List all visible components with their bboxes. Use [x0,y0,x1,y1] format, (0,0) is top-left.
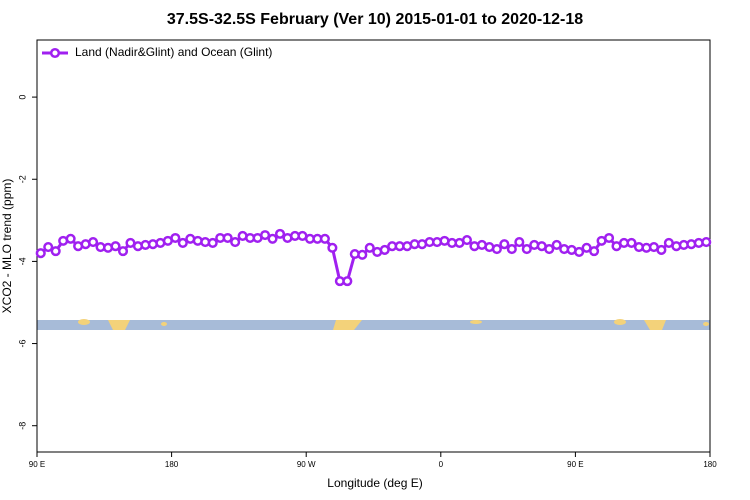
legend-marker [49,47,61,59]
x-axis-label: Longitude (deg E) [327,476,422,490]
point [88,237,99,248]
x-tick-label: 180 [703,460,717,469]
point [514,237,525,248]
point [379,244,390,255]
point [274,228,286,239]
x-tick-label: 90 E [567,460,583,469]
x-tick-label: 90 W [297,460,316,469]
point [656,244,667,255]
point [701,237,712,248]
point [177,237,188,248]
point [117,246,129,257]
point [342,276,353,287]
y-tick-label: -2 [17,175,27,183]
map-strip [37,319,710,330]
point [499,239,510,250]
point [170,232,181,244]
point [222,232,233,244]
point [260,230,271,241]
point [50,246,61,257]
y-axis-label: XCO2 - MLO trend (ppm) [0,179,14,314]
point [491,244,502,255]
y-tick-label: -8 [17,422,27,430]
point [506,244,517,255]
point [626,237,637,248]
y-tick-label: 0 [17,95,27,100]
point [551,239,562,251]
point [574,246,585,258]
point [544,244,555,255]
legend-label: Land (Nadir&Glint) and Ocean (Glint) [75,45,272,59]
y-tick-label: -4 [17,257,27,265]
point [110,241,121,252]
point [357,249,368,260]
point [267,233,278,244]
point [65,233,76,244]
point [589,246,600,257]
point [604,232,615,244]
plot-frame [36,39,711,453]
point [319,233,330,244]
y-tick-label: -6 [17,340,27,348]
x-tick-label: 0 [439,460,444,469]
point [35,248,46,259]
point [327,242,338,253]
point [461,234,473,246]
point [230,237,241,248]
point [207,237,218,248]
point [521,244,532,255]
point [364,242,375,253]
x-tick-label: 180 [165,460,179,469]
chart-title: 37.5S-32.5S February (Ver 10) 2015-01-01… [167,11,583,28]
point [43,241,54,253]
x-tick-label: 90 E [29,460,45,469]
